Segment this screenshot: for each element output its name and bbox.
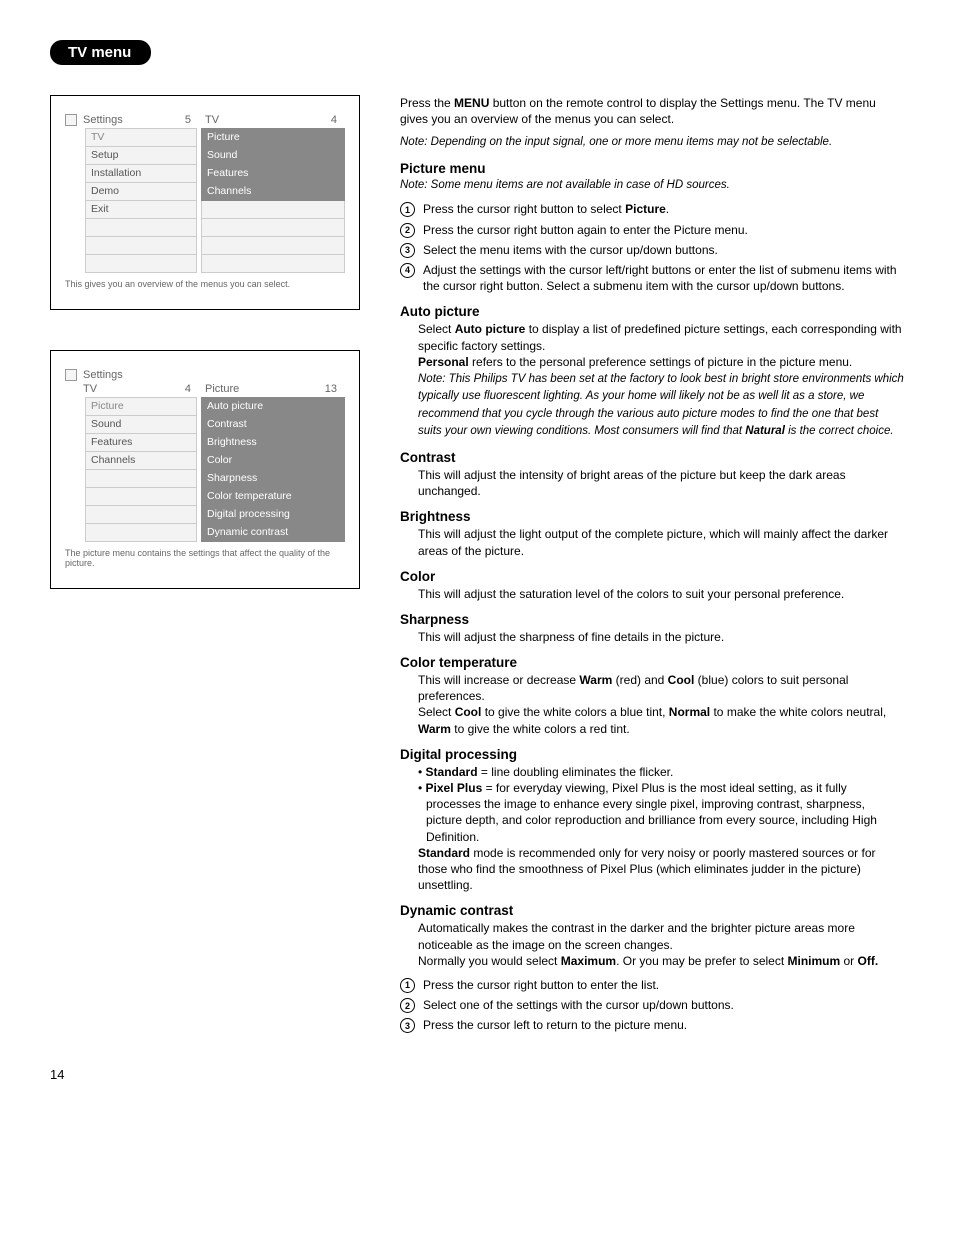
- screen1-left-col: TV Setup Installation Demo Exit: [85, 128, 197, 273]
- screen1-caption: This gives you an overview of the menus …: [65, 279, 345, 289]
- step-num: 3: [400, 1018, 415, 1033]
- heading-brightness: Brightness: [400, 509, 904, 524]
- screen2-left-col: Picture Sound Features Channels: [85, 397, 197, 542]
- heading-sharpness: Sharpness: [400, 612, 904, 627]
- color-temp-body: This will increase or decrease Warm (red…: [418, 672, 904, 737]
- page-number: 14: [50, 1067, 904, 1082]
- screen1-right-col: Picture Sound Features Channels: [201, 128, 345, 273]
- step-num: 2: [400, 998, 415, 1013]
- heading-color-temp: Color temperature: [400, 655, 904, 670]
- step-num: 1: [400, 978, 415, 993]
- step-num: 2: [400, 223, 415, 238]
- dynamic-body: Automatically makes the contrast in the …: [418, 920, 904, 969]
- page-tab-title: TV menu: [50, 40, 151, 65]
- intro-text: Press the MENU button on the remote cont…: [400, 95, 904, 127]
- heading-auto-picture: Auto picture: [400, 304, 904, 319]
- screenshot-settings-picture: Settings TV4 Picture13 Picture Sound Fea…: [50, 350, 360, 589]
- screen1-tab: Settings: [83, 114, 123, 126]
- note-input-signal: Note: Depending on the input signal, one…: [400, 135, 904, 151]
- auto-picture-body: Select Auto picture to display a list of…: [418, 321, 904, 440]
- screen-icon: [65, 114, 77, 126]
- main-content: Press the MENU button on the remote cont…: [400, 95, 904, 1043]
- screen2-caption: The picture menu contains the settings t…: [65, 548, 345, 568]
- heading-picture-menu: Picture menu: [400, 161, 904, 176]
- dynamic-steps: 1Press the cursor right button to enter …: [400, 977, 904, 1034]
- heading-digital: Digital processing: [400, 747, 904, 762]
- step-num: 4: [400, 263, 415, 278]
- heading-dynamic: Dynamic contrast: [400, 903, 904, 918]
- step-num: 3: [400, 243, 415, 258]
- note-hd: Note: Some menu items are not available …: [400, 178, 904, 194]
- screen2-right-col: Auto picture Contrast Brightness Color S…: [201, 397, 345, 542]
- picture-steps: 1Press the cursor right button to select…: [400, 201, 904, 294]
- screen-icon: [65, 369, 77, 381]
- heading-color: Color: [400, 569, 904, 584]
- heading-contrast: Contrast: [400, 450, 904, 465]
- screenshot-settings-tv: Settings5 TV4 TV Setup Installation Demo…: [50, 95, 360, 310]
- step-num: 1: [400, 202, 415, 217]
- screen2-tab: Settings: [83, 369, 123, 381]
